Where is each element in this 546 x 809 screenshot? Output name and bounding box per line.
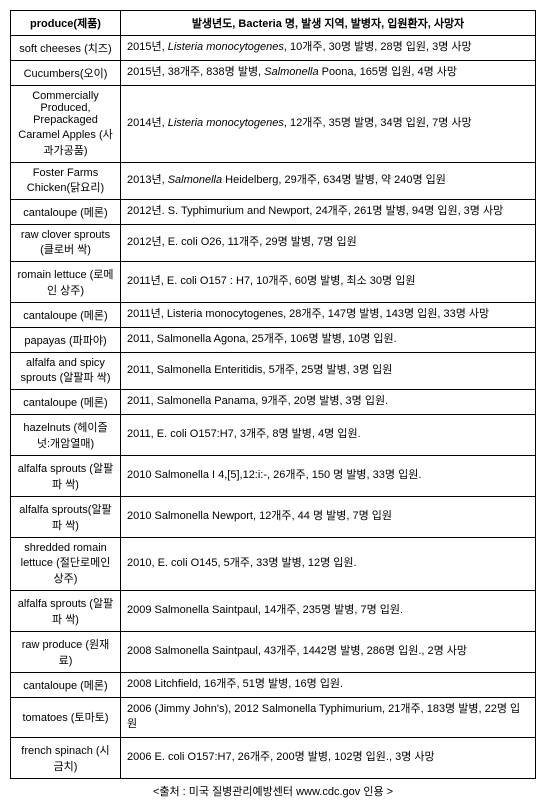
table-row: Commercially Produced, Prepackaged Caram…: [11, 86, 536, 163]
header-details: 발생년도, Bacteria 명, 발생 지역, 발병자, 입원환자, 사망자: [121, 11, 536, 36]
details-cell: 2010 Salmonella I 4,[5],12:i:-, 26개주, 15…: [121, 456, 536, 497]
produce-cell: hazelnuts (헤이즐넛:개암열매): [11, 415, 121, 456]
produce-cell: Cucumbers(오이): [11, 61, 121, 86]
produce-cell: shredded romain lettuce (절단로메인상주): [11, 538, 121, 591]
details-cell: 2011, E. coli O157:H7, 3개주, 8명 발병, 4명 입원…: [121, 415, 536, 456]
details-cell: 2011, Salmonella Panama, 9개주, 20명 발병, 3명…: [121, 390, 536, 415]
details-cell: 2015년, Listeria monocytogenes, 10개주, 30명…: [121, 36, 536, 61]
table-row: raw produce (원재료)2008 Salmonella Saintpa…: [11, 632, 536, 673]
produce-cell: Foster Farms Chicken(닭요리): [11, 163, 121, 200]
produce-cell: papayas (파파야): [11, 328, 121, 353]
details-cell: 2012년, E. coli O26, 11개주, 29명 발병, 7명 입원: [121, 225, 536, 262]
table-row: cantaloupe (메론)2011년, Listeria monocytog…: [11, 303, 536, 328]
table-row: cantaloupe (메론)2008 Litchfield, 16개주, 51…: [11, 673, 536, 698]
table-row: Foster Farms Chicken(닭요리)2013년, Salmonel…: [11, 163, 536, 200]
produce-cell: soft cheeses (치즈): [11, 36, 121, 61]
details-cell: 2011, Salmonella Agona, 25개주, 106명 발병, 1…: [121, 328, 536, 353]
details-cell: 2006 (Jimmy John's), 2012 Salmonella Typ…: [121, 698, 536, 738]
table-row: tomatoes (토마토)2006 (Jimmy John's), 2012 …: [11, 698, 536, 738]
produce-cell: alfalfa sprouts (알팔파 싹): [11, 456, 121, 497]
produce-cell: cantaloupe (메론): [11, 390, 121, 415]
table-row: cantaloupe (메론)2012년. S. Typhimurium and…: [11, 200, 536, 225]
produce-cell: cantaloupe (메론): [11, 200, 121, 225]
outbreak-table: produce(제품) 발생년도, Bacteria 명, 발생 지역, 발병자…: [10, 10, 536, 779]
produce-cell: Commercially Produced, Prepackaged Caram…: [11, 86, 121, 163]
table-row: raw clover sprouts (클로버 싹)2012년, E. coli…: [11, 225, 536, 262]
details-cell: 2011, Salmonella Enteritidis, 5개주, 25명 발…: [121, 353, 536, 390]
produce-cell: raw clover sprouts (클로버 싹): [11, 225, 121, 262]
produce-cell: tomatoes (토마토): [11, 698, 121, 738]
details-cell: 2010 Salmonella Newport, 12개주, 44 명 발병, …: [121, 497, 536, 538]
details-cell: 2010, E. coli O145, 5개주, 33명 발병, 12명 입원.: [121, 538, 536, 591]
source-citation: <출처 : 미국 질병관리예방센터 www.cdc.gov 인용 >: [10, 783, 536, 799]
details-cell: 2008 Salmonella Saintpaul, 43개주, 1442명 발…: [121, 632, 536, 673]
details-cell: 2008 Litchfield, 16개주, 51명 발병, 16명 입원.: [121, 673, 536, 698]
table-row: cantaloupe (메론)2011, Salmonella Panama, …: [11, 390, 536, 415]
details-cell: 2009 Salmonella Saintpaul, 14개주, 235명 발병…: [121, 591, 536, 632]
details-cell: 2013년, Salmonella Heidelberg, 29개주, 634명…: [121, 163, 536, 200]
details-cell: 2012년. S. Typhimurium and Newport, 24개주,…: [121, 200, 536, 225]
details-cell: 2011년, E. coli O157 : H7, 10개주, 60명 발병, …: [121, 262, 536, 303]
table-row: alfalfa sprouts(알팔파 싹)2010 Salmonella Ne…: [11, 497, 536, 538]
details-cell: 2015년, 38개주, 838명 발병, Salmonella Poona, …: [121, 61, 536, 86]
details-cell: 2006 E. coli O157:H7, 26개주, 200명 발병, 102…: [121, 737, 536, 778]
produce-cell: cantaloupe (메론): [11, 303, 121, 328]
produce-cell: alfalfa sprouts (알팔파 싹): [11, 591, 121, 632]
table-row: soft cheeses (치즈)2015년, Listeria monocyt…: [11, 36, 536, 61]
table-row: hazelnuts (헤이즐넛:개암열매)2011, E. coli O157:…: [11, 415, 536, 456]
table-row: alfalfa and spicy sprouts (알팔파 싹)2011, S…: [11, 353, 536, 390]
produce-cell: cantaloupe (메론): [11, 673, 121, 698]
produce-cell: alfalfa and spicy sprouts (알팔파 싹): [11, 353, 121, 390]
table-row: alfalfa sprouts (알팔파 싹)2010 Salmonella I…: [11, 456, 536, 497]
details-cell: 2014년, Listeria monocytogenes, 12개주, 35명…: [121, 86, 536, 163]
table-row: shredded romain lettuce (절단로메인상주)2010, E…: [11, 538, 536, 591]
produce-cell: raw produce (원재료): [11, 632, 121, 673]
table-row: french spinach (시금치)2006 E. coli O157:H7…: [11, 737, 536, 778]
table-row: alfalfa sprouts (알팔파 싹)2009 Salmonella S…: [11, 591, 536, 632]
details-cell: 2011년, Listeria monocytogenes, 28개주, 147…: [121, 303, 536, 328]
table-row: romain lettuce (로메인 상주)2011년, E. coli O1…: [11, 262, 536, 303]
produce-cell: french spinach (시금치): [11, 737, 121, 778]
produce-cell: alfalfa sprouts(알팔파 싹): [11, 497, 121, 538]
header-produce: produce(제품): [11, 11, 121, 36]
produce-cell: romain lettuce (로메인 상주): [11, 262, 121, 303]
table-row: papayas (파파야)2011, Salmonella Agona, 25개…: [11, 328, 536, 353]
table-row: Cucumbers(오이)2015년, 38개주, 838명 발병, Salmo…: [11, 61, 536, 86]
